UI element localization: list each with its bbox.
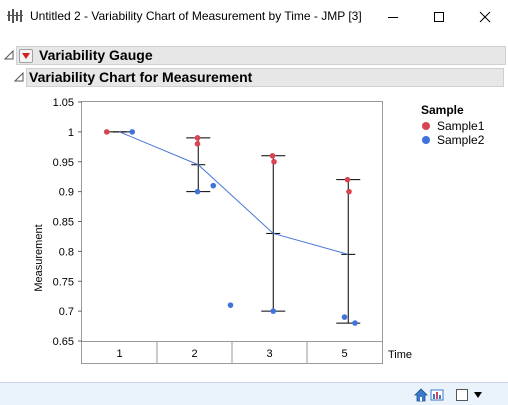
data-point-sample1 — [271, 158, 277, 165]
y-tick-label: 1.05 — [53, 97, 74, 109]
window-title: Untitled 2 - Variability Chart of Measur… — [30, 9, 362, 23]
minimize-button[interactable] — [370, 0, 416, 33]
data-point-sample2 — [210, 182, 217, 189]
y-tick-label: 1 — [68, 127, 74, 139]
x-tick-label: 2 — [191, 348, 197, 360]
legend-label: Sample1 — [437, 119, 485, 133]
variability-chart: 0.65 0.7 0.75 0.8 0.85 0.9 0.95 1 1.05 1 2 3 5 Meas… — [33, 97, 485, 364]
legend-title: Sample — [421, 103, 464, 117]
data-point-sample2 — [227, 302, 234, 308]
disclosure-triangle-icon[interactable] — [4, 50, 14, 60]
y-tick-label: 0.85 — [53, 217, 74, 229]
data-point-sample1 — [346, 188, 352, 195]
data-point-sample2 — [194, 188, 201, 195]
plot-frame — [81, 101, 383, 342]
variability-chart-header[interactable]: Variability Chart for Measurement — [26, 68, 504, 87]
outline-title: Variability Gauge — [39, 47, 153, 63]
y-tick-label: 0.65 — [53, 336, 74, 348]
maximize-button[interactable] — [416, 0, 462, 33]
group-mean-line — [119, 131, 349, 255]
legend-marker — [422, 136, 430, 144]
data-point-sample2 — [270, 308, 277, 314]
x-axis-label: Time — [388, 349, 412, 361]
y-axis-label: Measurement — [33, 224, 45, 291]
window-select-icon[interactable] — [455, 388, 469, 402]
data-point-sample1 — [344, 176, 351, 183]
y-tick-label: 0.7 — [59, 306, 74, 318]
minimize-icon — [388, 16, 398, 18]
x-tick-label: 1 — [116, 348, 122, 360]
dropdown-arrow-icon[interactable] — [473, 391, 483, 399]
title-bar: Untitled 2 - Variability Chart of Measur… — [0, 0, 508, 33]
red-triangle-menu-button[interactable] — [19, 49, 33, 63]
data-point-sample1 — [194, 135, 201, 141]
close-button[interactable] — [462, 0, 508, 33]
x-tick-label: 5 — [341, 348, 347, 360]
y-tick-label: 0.9 — [59, 187, 74, 199]
legend-marker — [422, 122, 430, 130]
data-point-sample1 — [103, 129, 110, 135]
maximize-icon — [434, 11, 444, 22]
y-tick-label: 0.95 — [53, 157, 74, 169]
data-point-sample2 — [352, 320, 358, 326]
y-tick-label: 0.75 — [53, 276, 74, 288]
jmp-app-icon — [7, 9, 23, 23]
disclosure-triangle-icon[interactable] — [14, 72, 24, 82]
y-tick-label: 0.8 — [59, 246, 74, 258]
x-tick-label: 3 — [266, 348, 272, 360]
data-point-sample2 — [341, 314, 348, 320]
data-point-sample1 — [269, 152, 276, 159]
close-icon — [479, 11, 491, 22]
red-triangle-icon — [22, 53, 30, 59]
variability-gauge-header[interactable]: Variability Gauge — [16, 46, 506, 65]
home-icon[interactable] — [414, 388, 428, 402]
report-icon[interactable] — [430, 388, 444, 402]
status-bar — [0, 382, 508, 405]
report-area: Variability Gauge Variability Chart for … — [0, 42, 508, 382]
legend-label: Sample2 — [437, 133, 485, 147]
chart-title: Variability Chart for Measurement — [29, 69, 253, 85]
data-point-sample2 — [129, 129, 136, 135]
data-point-sample1 — [194, 141, 201, 147]
